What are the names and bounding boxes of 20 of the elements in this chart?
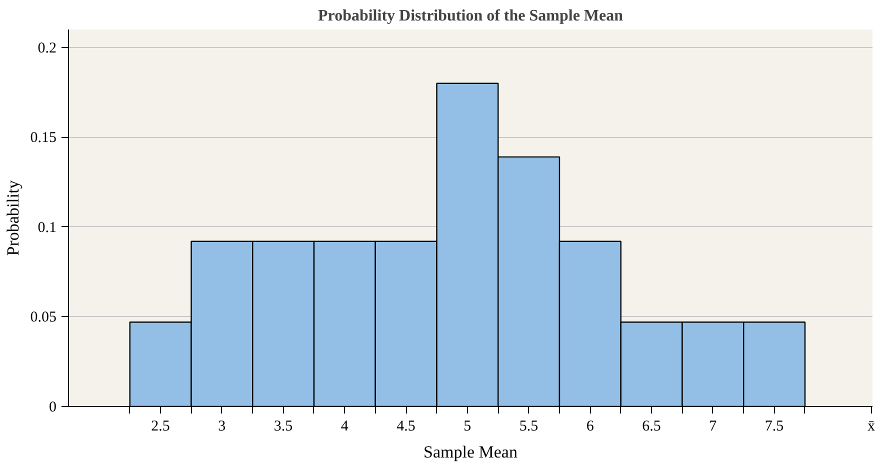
x-tick-label: 5.5 bbox=[519, 418, 538, 434]
x-tick-label: 6 bbox=[586, 418, 594, 434]
x-tick-label: 7.5 bbox=[764, 418, 784, 434]
x-tick-label: 4 bbox=[340, 418, 349, 434]
y-tick-label: 0 bbox=[49, 400, 56, 416]
y-tick-label: 0.05 bbox=[30, 310, 56, 326]
y-axis-title: Probability bbox=[3, 180, 22, 256]
x-tick-label: 3 bbox=[218, 418, 226, 434]
y-tick-label: 0.15 bbox=[30, 130, 56, 146]
x-axis-title: Sample Mean bbox=[424, 442, 518, 462]
x-tick-label: 3.5 bbox=[274, 418, 293, 434]
x-tick-label: 5 bbox=[464, 418, 472, 434]
y-tick-label: 0.1 bbox=[38, 220, 56, 236]
chart-title: Probability Distribution of the Sample Mean bbox=[318, 8, 624, 24]
y-tick-label: 0.2 bbox=[38, 40, 56, 56]
x-tick-label: 7 bbox=[709, 418, 718, 434]
x-tick-label: 4.5 bbox=[396, 418, 416, 434]
x-tick-label: 2.5 bbox=[151, 418, 170, 434]
x-tick-label: 6.5 bbox=[642, 418, 661, 434]
x-tick-label: x̄ bbox=[868, 418, 876, 434]
